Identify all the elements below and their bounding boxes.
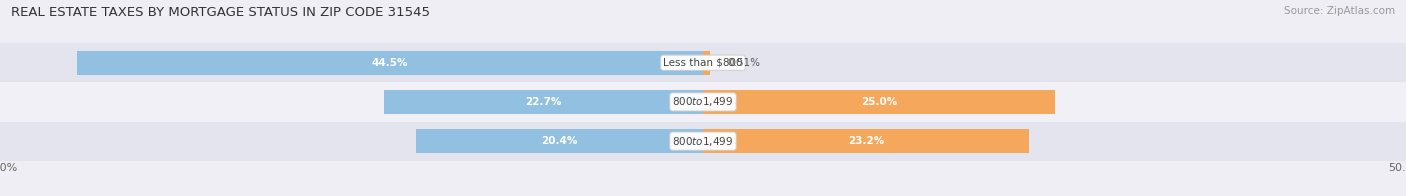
Text: 23.2%: 23.2%	[848, 136, 884, 146]
Bar	[703, 90, 1054, 114]
Bar	[77, 51, 703, 75]
Text: 20.4%: 20.4%	[541, 136, 578, 146]
Bar	[0, 122, 1406, 161]
Bar	[384, 90, 703, 114]
Text: REAL ESTATE TAXES BY MORTGAGE STATUS IN ZIP CODE 31545: REAL ESTATE TAXES BY MORTGAGE STATUS IN …	[11, 6, 430, 19]
Text: $800 to $1,499: $800 to $1,499	[672, 135, 734, 148]
Bar	[703, 129, 1029, 153]
Text: Source: ZipAtlas.com: Source: ZipAtlas.com	[1284, 6, 1395, 16]
Bar	[416, 129, 703, 153]
Text: Less than $800: Less than $800	[664, 58, 742, 68]
Text: 0.51%: 0.51%	[727, 58, 761, 68]
Text: 25.0%: 25.0%	[860, 97, 897, 107]
Text: 44.5%: 44.5%	[373, 58, 408, 68]
Text: 22.7%: 22.7%	[526, 97, 561, 107]
Bar	[703, 51, 710, 75]
Bar	[0, 82, 1406, 122]
Bar	[0, 43, 1406, 82]
Text: $800 to $1,499: $800 to $1,499	[672, 95, 734, 108]
